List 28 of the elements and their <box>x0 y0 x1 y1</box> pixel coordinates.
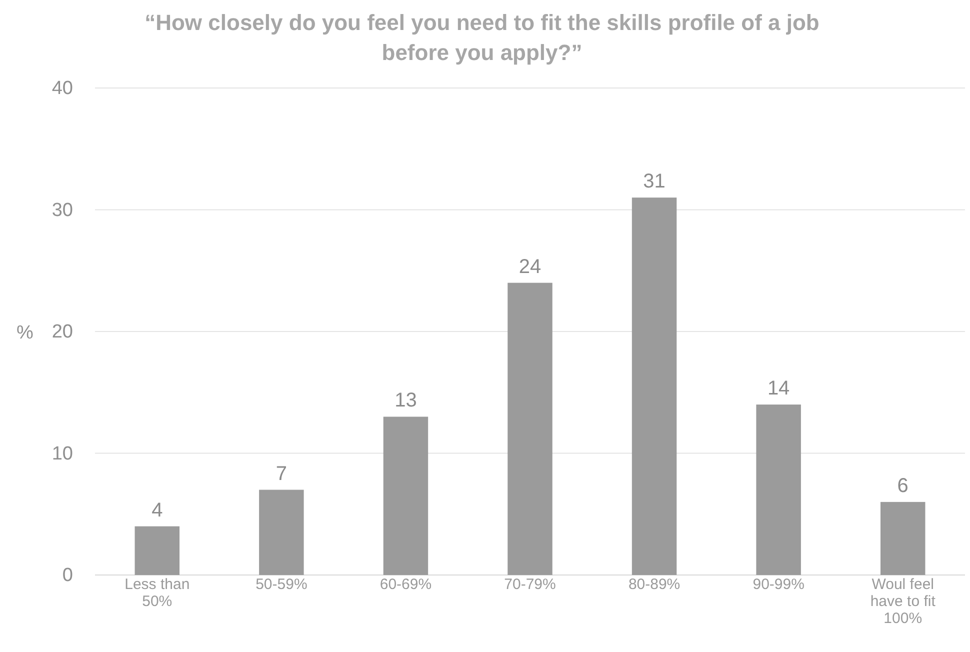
y-tick-label: 30 <box>52 200 73 221</box>
bar <box>880 502 926 575</box>
x-tick-label: 70-79% <box>504 576 556 593</box>
data-label: 4 <box>152 499 163 522</box>
y-tick-label: 40 <box>52 78 73 100</box>
y-tick-label: 10 <box>52 443 73 464</box>
bar <box>259 490 304 575</box>
data-label: 31 <box>643 170 666 193</box>
data-label: 24 <box>518 256 542 278</box>
y-axis-title: % <box>16 322 34 344</box>
data-label: 14 <box>767 378 790 400</box>
data-label: 13 <box>394 390 417 412</box>
y-tick-label: 20 <box>52 322 73 343</box>
x-tick-label: 90-99% <box>752 576 804 593</box>
bar <box>508 282 552 575</box>
x-tick-label: Woul feel have to fit 100% <box>870 576 936 627</box>
bar <box>756 404 801 575</box>
chart-title: “How closely do you feel you need to fit the skills profile of a job before you apply?” <box>144 10 820 65</box>
bar <box>383 416 428 575</box>
x-tick-label: 50-59% <box>256 576 308 593</box>
x-tick-label: Less than 50% <box>124 576 190 610</box>
bar <box>134 526 180 575</box>
data-label: 6 <box>897 474 908 497</box>
data-label: 7 <box>276 462 287 485</box>
x-tick-label: 80-89% <box>628 576 680 593</box>
bar <box>632 198 677 575</box>
x-tick-label: 60-69% <box>380 576 432 593</box>
y-tick-label: 0 <box>62 565 73 586</box>
